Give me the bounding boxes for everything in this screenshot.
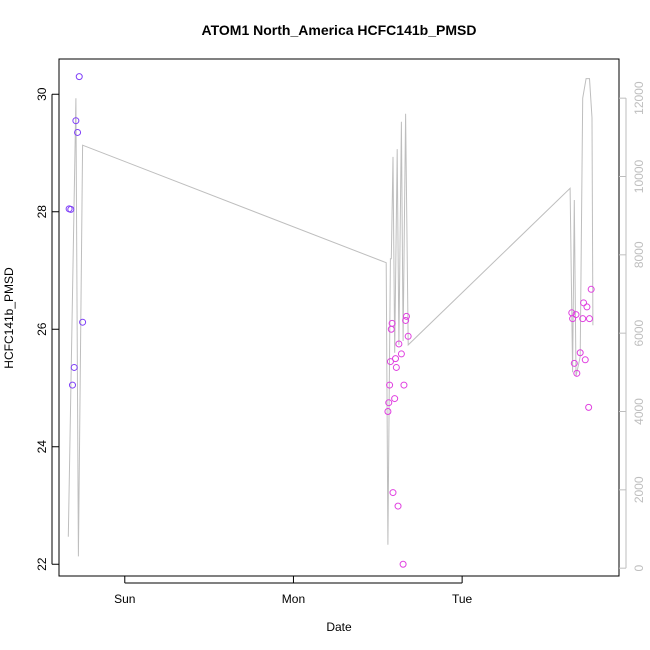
x-tick-label: Mon [282,592,305,606]
left-y-axis: 22 24 26 28 30 [35,87,59,571]
y2-tick-label: 2000 [632,476,646,503]
data-point [402,316,410,324]
data-point [587,285,595,293]
data-point [388,319,396,327]
data-point [67,205,75,213]
y-tick-label: 26 [35,322,49,336]
data-point [387,325,395,333]
data-point [386,358,394,366]
y-tick-label: 22 [35,557,49,571]
data-point [389,489,397,497]
y-tick-label: 28 [35,205,49,219]
data-point [395,340,403,348]
chart-title: ATOM1 North_America HCFC141b_PMSD [202,22,477,38]
data-point [79,318,87,326]
right-y-axis: 0 2000 4000 6000 8000 10000 12000 [619,81,646,572]
x-tick-label: Sun [114,592,135,606]
data-point [576,349,584,357]
x-axis-label: Date [326,620,352,634]
data-point [399,560,407,568]
data-point [583,303,591,311]
data-point [72,117,80,125]
data-point [573,369,581,377]
y2-tick-label: 10000 [632,159,646,193]
data-point [74,128,82,136]
data-point [585,403,593,411]
scatter-points [65,73,595,568]
data-point [384,408,392,415]
x-tick-label: Tue [452,592,473,606]
data-point [569,315,577,323]
data-point [580,299,588,307]
data-point [397,350,405,358]
series-line [67,78,594,557]
data-point [400,381,408,389]
data-point [75,73,83,81]
data-point [579,315,587,323]
plot-frame [58,58,620,577]
data-point [385,399,393,407]
data-point [392,355,400,363]
x-axis: Sun Mon Tue [114,576,473,606]
right-axis-line-series [67,78,594,557]
data-point [70,363,78,371]
y2-tick-label: 12000 [632,81,646,115]
data-point [585,315,593,323]
data-point [402,312,410,320]
y2-tick-label: 6000 [632,319,646,346]
y2-tick-label: 4000 [632,398,646,425]
data-point [68,381,76,389]
y-axis-label: HCFC141b_PMSD [2,267,16,369]
data-point [581,356,589,364]
data-point [404,332,412,340]
data-point [391,395,399,403]
data-point [394,502,402,510]
data-point [392,363,400,371]
data-point [570,359,578,367]
y2-tick-label: 8000 [632,241,646,268]
data-point [572,311,580,319]
data-point [386,381,394,389]
y2-tick-label: 0 [632,565,646,572]
y-tick-label: 30 [35,87,49,101]
y-tick-label: 24 [35,440,49,454]
